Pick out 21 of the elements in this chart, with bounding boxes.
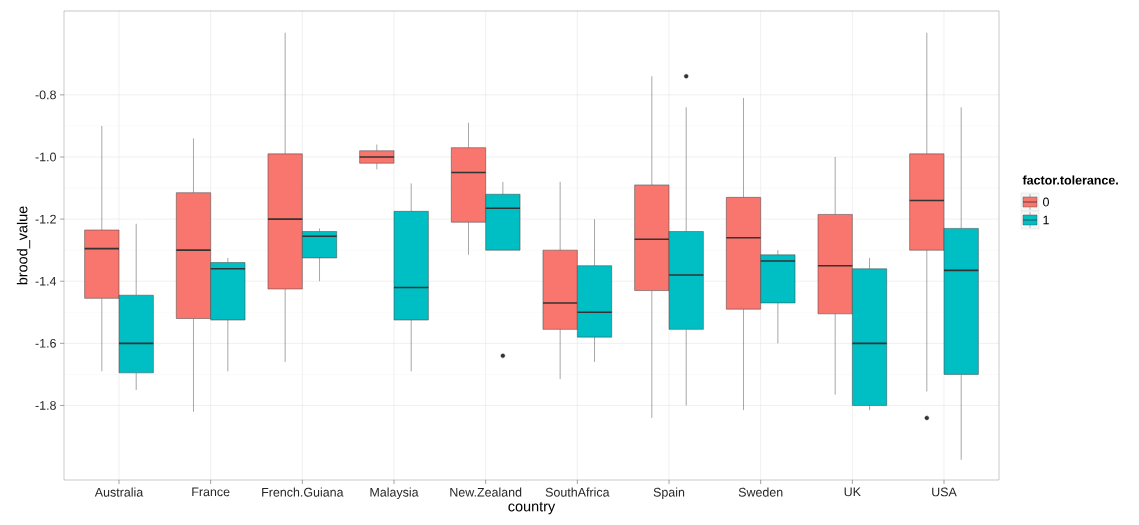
y-tick-label: -1.6 bbox=[35, 338, 56, 348]
x-tick-label: UK bbox=[844, 487, 861, 497]
x-tick-label: USA bbox=[932, 487, 957, 497]
x-tick-label: SouthAfrica bbox=[545, 487, 610, 497]
x-axis-title: country bbox=[508, 501, 556, 515]
legend-label: 0 bbox=[1043, 197, 1049, 207]
y-axis-title: brood_value bbox=[16, 206, 31, 285]
y-tick-label: -1.2 bbox=[35, 214, 56, 224]
x-tick-label: Malaysia bbox=[370, 487, 419, 500]
x-tick-label: Sweden bbox=[738, 487, 783, 497]
x-tick-label: New.Zealand bbox=[450, 487, 522, 497]
x-tick-label: Australia bbox=[94, 487, 144, 497]
y-tick-label: -1.4 bbox=[35, 276, 57, 286]
y-tick-label: -1.8 bbox=[35, 401, 56, 410]
x-tick-label: France bbox=[192, 487, 230, 497]
x-tick-label: Spain bbox=[653, 487, 685, 500]
x-tick-label: French.Guiana bbox=[262, 487, 344, 497]
y-tick-label: -1.0 bbox=[35, 152, 56, 162]
legend-title: factor.tolerance. bbox=[1022, 175, 1118, 185]
legend-label: 1 bbox=[1043, 215, 1049, 225]
y-tick-label: -0.8 bbox=[35, 90, 56, 100]
